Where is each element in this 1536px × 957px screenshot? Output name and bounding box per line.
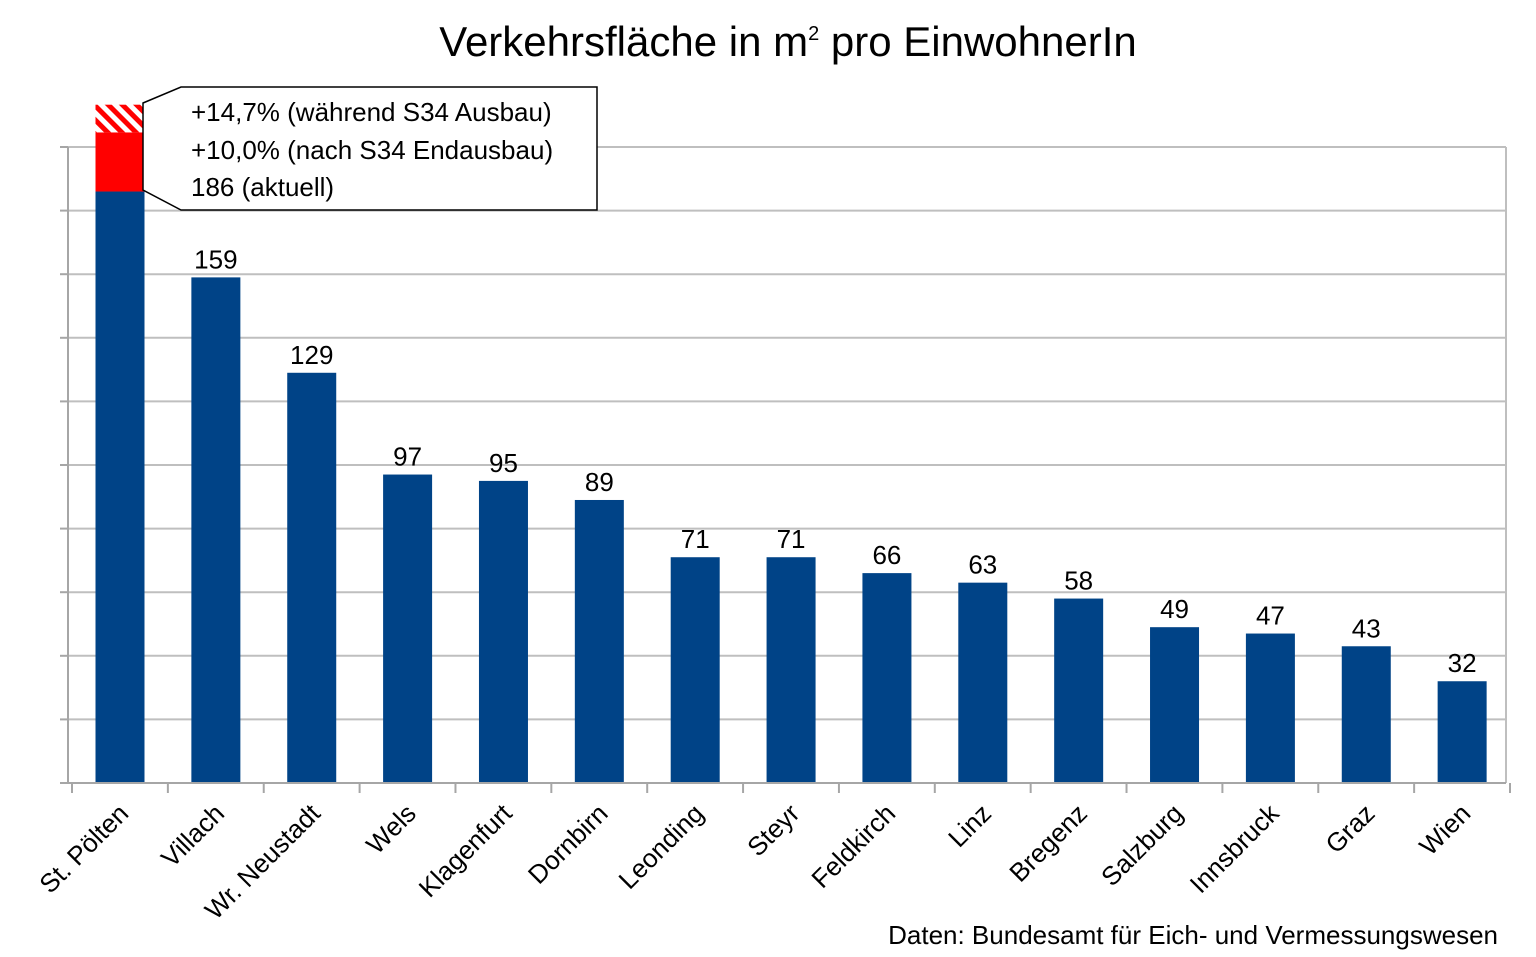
category-label: Bregenz <box>1003 798 1093 888</box>
category-label: Wien <box>1413 798 1476 861</box>
chart-title: Verkehrsfläche in m2 pro EinwohnerIn <box>439 18 1137 65</box>
bars <box>95 104 1487 783</box>
data-label: 71 <box>777 524 806 554</box>
bar <box>95 191 145 783</box>
bar <box>383 474 433 783</box>
callout-line-1: +14,7% (während S34 Ausbau) <box>191 97 552 127</box>
category-label: Steyr <box>741 798 805 862</box>
category-label: Leonding <box>613 798 710 895</box>
data-label: 97 <box>393 442 422 472</box>
bar <box>287 372 337 783</box>
axes <box>60 146 1511 793</box>
data-label: 32 <box>1448 648 1477 678</box>
bar <box>574 499 624 783</box>
bar <box>1245 633 1295 783</box>
callout: +14,7% (während S34 Ausbau) +10,0% (nach… <box>142 86 598 211</box>
category-label: Linz <box>942 798 997 853</box>
category-label: St. Pölten <box>33 798 134 899</box>
bar <box>958 582 1008 783</box>
bar <box>1341 646 1391 783</box>
bar <box>191 277 241 783</box>
callout-line-3: 186 (aktuell) <box>191 172 334 202</box>
category-label: Wels <box>360 798 422 860</box>
data-labels: 159 129 97 95 89 71 71 66 63 58 49 47 43 32 <box>194 244 1476 678</box>
data-label: 89 <box>585 467 614 497</box>
bar <box>1054 598 1104 783</box>
category-label: Graz <box>1319 798 1380 859</box>
data-label: 49 <box>1160 594 1189 624</box>
bar <box>766 557 816 783</box>
source-note: Daten: Bundesamt für Eich- und Vermessun… <box>888 920 1498 950</box>
data-label: 43 <box>1352 613 1381 643</box>
category-label: Feldkirch <box>805 798 901 894</box>
data-label: 63 <box>968 550 997 580</box>
bar <box>478 480 528 783</box>
bar <box>1437 681 1487 783</box>
data-label: 66 <box>872 540 901 570</box>
data-label: 95 <box>489 448 518 478</box>
bar-increase-hatched <box>95 104 145 133</box>
bar <box>670 557 720 783</box>
category-label: Innsbruck <box>1184 797 1286 899</box>
data-label: 47 <box>1256 601 1285 631</box>
category-label: Villach <box>155 798 230 873</box>
category-label: Dornbirn <box>522 798 614 890</box>
data-label: 159 <box>194 244 237 274</box>
bar <box>1150 627 1200 783</box>
callout-box <box>142 86 598 211</box>
callout-line-2: +10,0% (nach S34 Endausbau) <box>191 135 553 165</box>
category-label: Salzburg <box>1095 798 1189 892</box>
data-label: 71 <box>681 524 710 554</box>
data-label: 58 <box>1064 566 1093 596</box>
bar-increase <box>95 132 145 192</box>
data-label: 129 <box>290 340 333 370</box>
category-label: Klagenfurt <box>413 797 519 903</box>
bar <box>862 573 912 783</box>
